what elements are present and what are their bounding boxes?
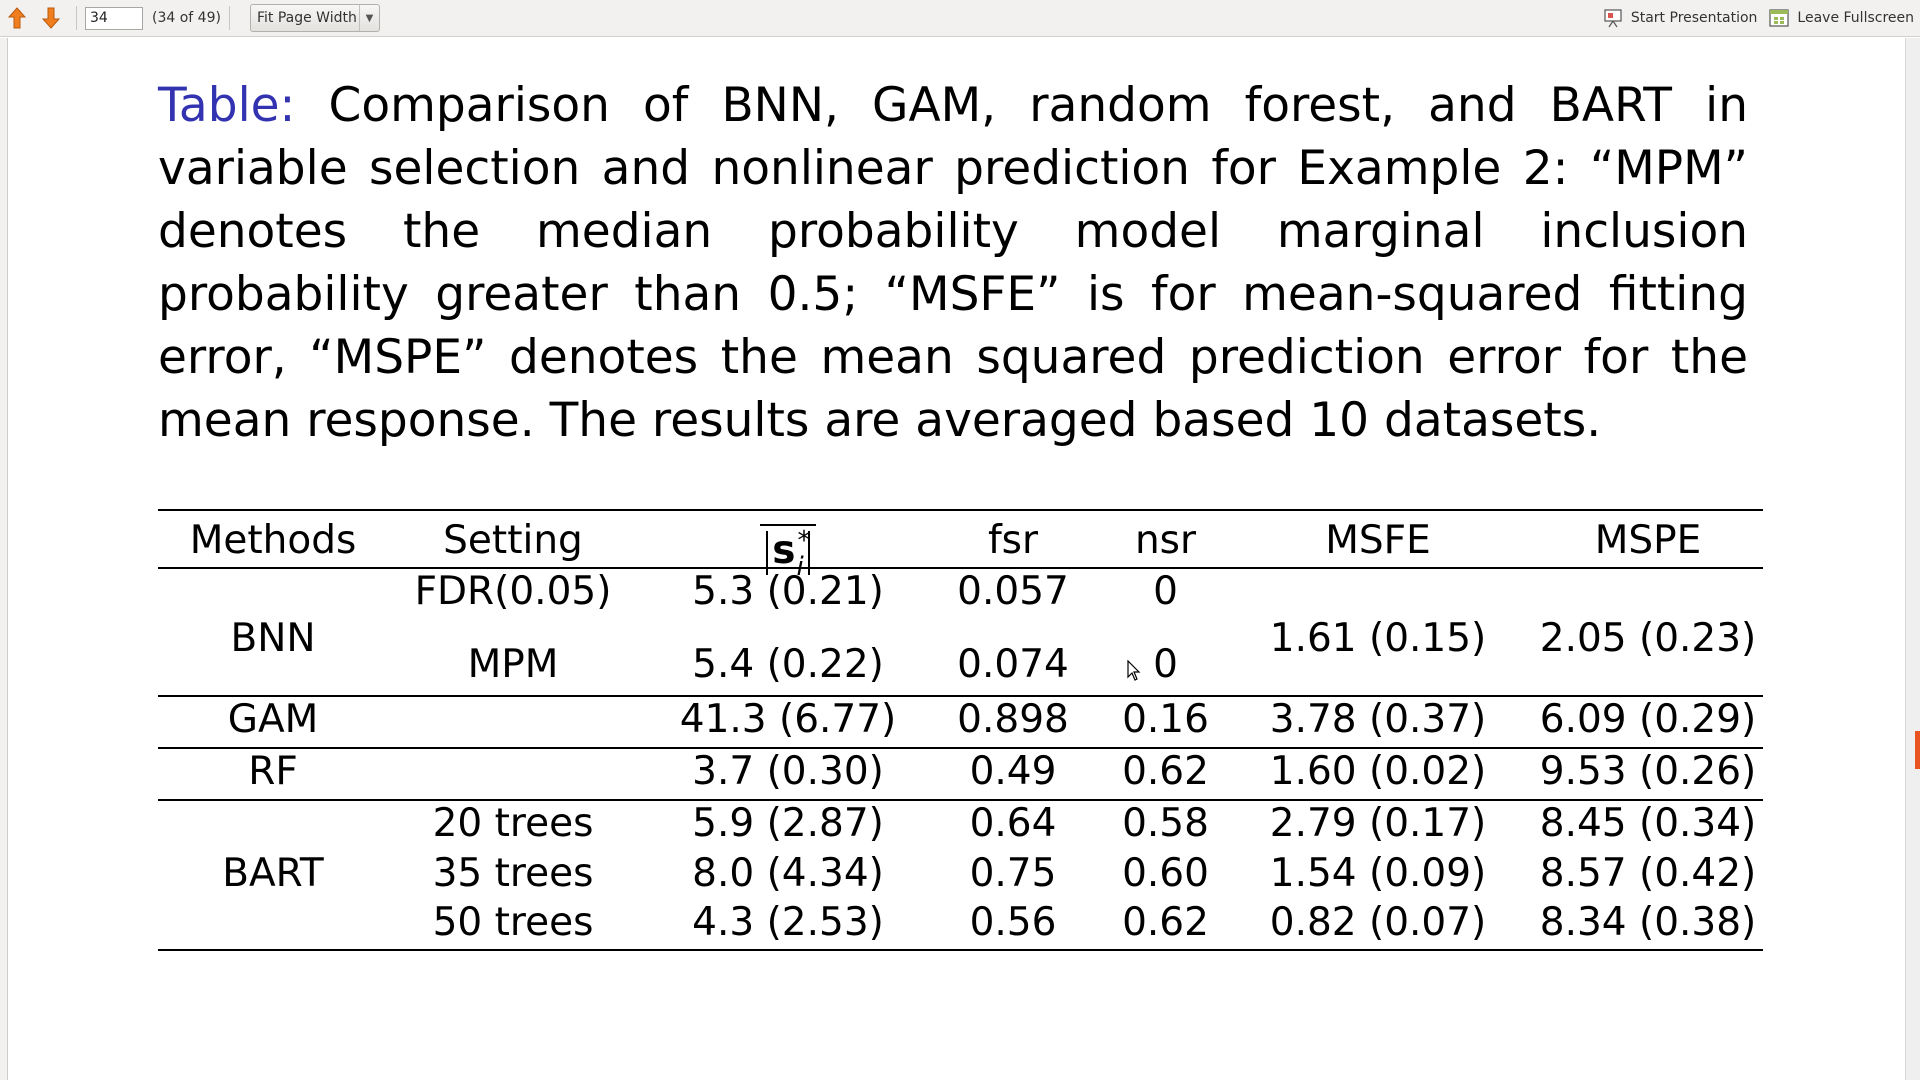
- presentation-icon: [1604, 9, 1622, 28]
- viewer-left-border: [0, 38, 8, 1080]
- table-cell: 6.09 (0.29): [1539, 697, 1757, 742]
- table-cell: 0.62: [1122, 749, 1209, 794]
- leave-fullscreen-label: Leave Fullscreen: [1797, 10, 1914, 26]
- header-rule: [158, 567, 1763, 569]
- section-rule: [158, 747, 1763, 749]
- table-cell: 0.82 (0.07): [1269, 900, 1487, 945]
- mouse-cursor-icon: [1127, 660, 1141, 681]
- table-cell: MPM: [467, 642, 559, 687]
- table-cell: 4.3 (2.53): [692, 900, 884, 945]
- page-number-input[interactable]: [85, 6, 143, 30]
- header-methods: Methods: [189, 518, 357, 563]
- method-bnn: BNN: [230, 616, 316, 661]
- table-cell: 0.64: [969, 801, 1057, 846]
- header-mspe: MSPE: [1594, 518, 1702, 563]
- table-cell: 5.4 (0.22): [692, 642, 884, 687]
- table-cell: 0.62: [1122, 900, 1209, 945]
- table-cell: 2.79 (0.17): [1269, 801, 1487, 846]
- table-cell: 0.16: [1122, 697, 1209, 742]
- table-cell: 0.56: [969, 900, 1057, 945]
- caption-text: Comparison of BNN, GAM, random forest, a…: [158, 78, 1748, 448]
- header-nsr: nsr: [1134, 518, 1197, 563]
- leave-fullscreen-button[interactable]: Leave Fullscreen: [1763, 0, 1920, 37]
- chevron-down-icon: ▼: [358, 5, 379, 31]
- section-rule: [158, 799, 1763, 801]
- table-cell: 0.75: [969, 851, 1057, 896]
- section-rule: [158, 695, 1763, 697]
- table-cell: 1.61 (0.15): [1269, 616, 1487, 661]
- toolbar-separator: [76, 6, 77, 30]
- s-overline: [760, 524, 816, 526]
- start-presentation-button[interactable]: Start Presentation: [1597, 0, 1764, 37]
- page-count: (34 of 49): [152, 10, 221, 26]
- method-bart: BART: [222, 851, 324, 896]
- arrow-down-icon: [41, 7, 61, 29]
- caption-label: Table:: [158, 78, 296, 133]
- results-table: Methods Setting s*i fsr nsr MSFE MSPE BN…: [158, 509, 1763, 951]
- next-page-button[interactable]: [34, 0, 68, 37]
- table-cell: FDR(0.05): [414, 569, 612, 614]
- abs-bar-right: [807, 530, 810, 575]
- table-cell: 1.60 (0.02): [1269, 749, 1487, 794]
- table-cell: 50 trees: [432, 900, 594, 945]
- table-cell: 41.3 (6.77): [679, 697, 897, 742]
- s-letter: s: [772, 528, 796, 573]
- scrollbar-position-marker[interactable]: [1915, 731, 1920, 769]
- table-cell: 1.54 (0.09): [1269, 851, 1487, 896]
- table-cell: 0.074: [957, 642, 1069, 687]
- s-superscript: *: [797, 526, 811, 556]
- table-cell: 0.49: [969, 749, 1057, 794]
- arrow-up-icon: [7, 7, 27, 29]
- table-cell: 35 trees: [432, 851, 594, 896]
- table-cell: 9.53 (0.26): [1539, 749, 1757, 794]
- table-top-rule: [158, 509, 1763, 511]
- table-cell: 0: [1153, 642, 1178, 687]
- table-cell: 20 trees: [432, 801, 594, 846]
- vertical-scrollbar[interactable]: [1905, 38, 1920, 1080]
- start-presentation-label: Start Presentation: [1630, 10, 1758, 26]
- table-cell: 0: [1153, 569, 1178, 614]
- table-cell: 0.057: [957, 569, 1069, 614]
- table-cell: 8.34 (0.38): [1539, 900, 1757, 945]
- toolbar-right: Start Presentation Leave Fullscreen: [1597, 0, 1920, 37]
- leave-fullscreen-icon: [1769, 9, 1790, 27]
- table-cell: 3.7 (0.30): [692, 749, 884, 794]
- table-cell: 3.78 (0.37): [1269, 697, 1487, 742]
- toolbar: (34 of 49) Fit Page Width ▼ Start Presen…: [0, 0, 1920, 37]
- table-cell: 5.3 (0.21): [692, 569, 884, 614]
- table-cell: 5.9 (2.87): [692, 801, 884, 846]
- table-caption: Table: Comparison of BNN, GAM, random fo…: [158, 74, 1748, 452]
- table-cell: 8.45 (0.34): [1539, 801, 1757, 846]
- method-rf: RF: [248, 749, 298, 794]
- header-fsr: fsr: [987, 518, 1039, 563]
- method-gam: GAM: [227, 697, 319, 742]
- table-cell: 2.05 (0.23): [1539, 616, 1757, 661]
- table-cell: 8.57 (0.42): [1539, 851, 1757, 896]
- toolbar-separator: [228, 6, 230, 30]
- header-msfe: MSFE: [1325, 518, 1431, 563]
- table-bottom-rule: [158, 949, 1763, 951]
- abs-bar-left: [766, 530, 769, 575]
- header-setting: Setting: [443, 518, 583, 563]
- table-cell: 0.898: [957, 697, 1069, 742]
- zoom-label: Fit Page Width: [256, 10, 357, 26]
- table-cell: 0.58: [1122, 801, 1209, 846]
- table-cell: 0.60: [1122, 851, 1209, 896]
- zoom-select[interactable]: Fit Page Width ▼: [249, 4, 380, 32]
- previous-page-button[interactable]: [0, 0, 34, 37]
- table-cell: 8.0 (4.34): [692, 851, 884, 896]
